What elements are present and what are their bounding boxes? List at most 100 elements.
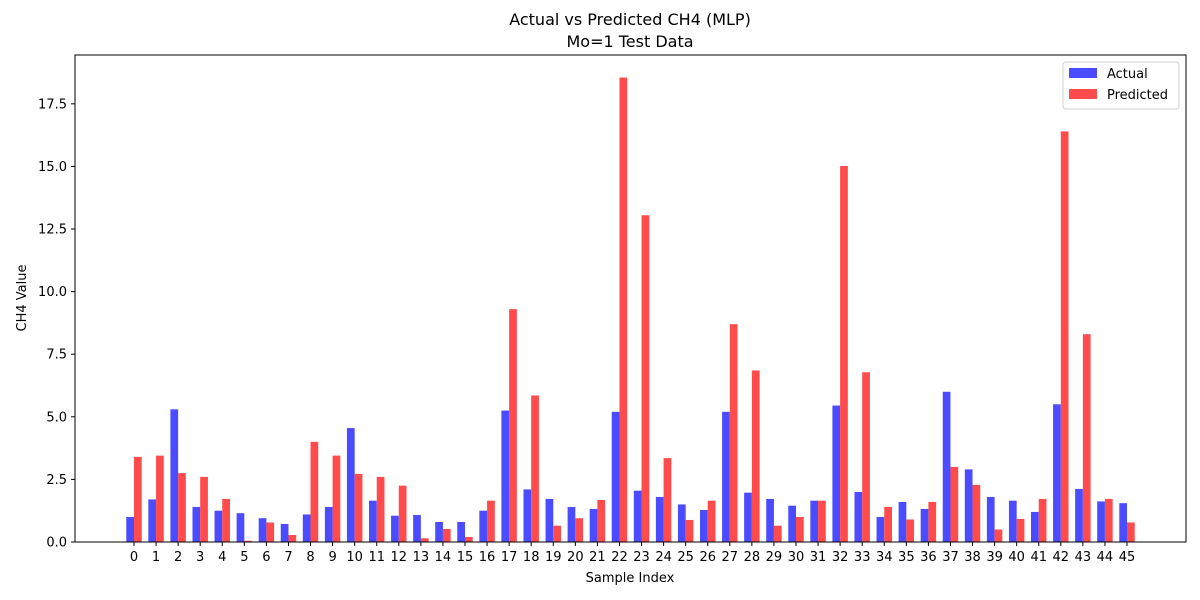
x-tick-label: 43 bbox=[1075, 550, 1092, 565]
x-tick-label: 28 bbox=[744, 550, 761, 565]
bar-actual-27 bbox=[722, 411, 730, 542]
x-tick-label: 36 bbox=[920, 550, 937, 565]
bar-predicted-2 bbox=[178, 473, 186, 542]
y-tick-label: 0.0 bbox=[46, 536, 67, 551]
y-tick-label: 7.5 bbox=[46, 348, 67, 363]
x-tick-label: 4 bbox=[218, 550, 226, 565]
x-tick-label: 38 bbox=[964, 550, 981, 565]
bar-actual-33 bbox=[854, 491, 863, 542]
x-tick-label: 2 bbox=[174, 550, 182, 565]
bar-predicted-29 bbox=[773, 525, 782, 542]
x-tick-label: 26 bbox=[699, 550, 716, 565]
bar-actual-7 bbox=[280, 523, 289, 542]
bar-actual-19 bbox=[545, 498, 554, 542]
bar-predicted-0 bbox=[134, 456, 142, 542]
bar-actual-3 bbox=[192, 506, 201, 542]
x-tick-label: 22 bbox=[611, 550, 628, 565]
bar-actual-36 bbox=[920, 508, 929, 542]
x-axis: 0 1 2 3 4 5 6 7 8 9 10 11 12 13 14 15 16 17 18 19 20 21 22 23 24… bbox=[130, 542, 1135, 565]
chart-title: Actual vs Predicted CH4 (MLP) bbox=[509, 10, 751, 29]
bar-predicted-4 bbox=[222, 498, 230, 542]
bar-actual-1 bbox=[148, 499, 157, 542]
bar-actual-26 bbox=[700, 509, 708, 542]
bar-predicted-40 bbox=[1016, 518, 1025, 542]
x-tick-label: 20 bbox=[567, 550, 584, 565]
bar-actual-12 bbox=[391, 515, 399, 542]
bar-predicted-24 bbox=[663, 458, 672, 542]
bar-predicted-43 bbox=[1082, 334, 1091, 542]
bar-predicted-21 bbox=[597, 499, 606, 542]
x-tick-label: 3 bbox=[196, 550, 204, 565]
bar-actual-43 bbox=[1075, 488, 1083, 542]
x-tick-label: 6 bbox=[262, 550, 270, 565]
bar-predicted-38 bbox=[972, 484, 981, 542]
x-tick-label: 29 bbox=[766, 550, 783, 565]
y-tick-label: 10.0 bbox=[38, 285, 67, 300]
bar-predicted-9 bbox=[332, 455, 341, 542]
x-tick-label: 41 bbox=[1030, 550, 1047, 565]
bar-actual-39 bbox=[986, 496, 995, 542]
bar-predicted-42 bbox=[1060, 131, 1069, 542]
y-tick-label: 5.0 bbox=[46, 410, 67, 425]
x-tick-label: 10 bbox=[346, 550, 363, 565]
bar-actual-34 bbox=[876, 516, 885, 542]
x-tick-label: 14 bbox=[435, 550, 452, 565]
bar-actual-35 bbox=[898, 501, 907, 542]
x-tick-label: 44 bbox=[1097, 550, 1114, 565]
bar-actual-13 bbox=[413, 514, 421, 542]
bar-predicted-33 bbox=[862, 372, 870, 542]
x-tick-label: 30 bbox=[788, 550, 805, 565]
bar-predicted-45 bbox=[1127, 522, 1135, 542]
bar-actual-23 bbox=[633, 490, 642, 542]
bar-predicted-34 bbox=[884, 506, 892, 542]
bar-predicted-32 bbox=[840, 165, 848, 543]
x-tick-label: 12 bbox=[391, 550, 408, 565]
bar-actual-42 bbox=[1053, 404, 1061, 542]
x-tick-label: 25 bbox=[677, 550, 694, 565]
y-tick-label: 17.5 bbox=[38, 97, 67, 112]
x-tick-label: 39 bbox=[986, 550, 1003, 565]
legend-swatch-predicted bbox=[1069, 89, 1097, 99]
bar-actual-14 bbox=[435, 521, 443, 542]
legend: Actual Predicted bbox=[1062, 61, 1180, 110]
bar-actual-31 bbox=[810, 500, 819, 542]
x-tick-label: 33 bbox=[854, 550, 871, 565]
bar-predicted-14 bbox=[442, 528, 451, 542]
y-tick-label: 15.0 bbox=[38, 160, 67, 175]
bar-actual-44 bbox=[1097, 501, 1105, 542]
bar-actual-38 bbox=[964, 469, 973, 542]
x-tick-label: 13 bbox=[413, 550, 430, 565]
x-tick-label: 23 bbox=[633, 550, 650, 565]
bar-predicted-3 bbox=[200, 476, 208, 542]
y-axis: 0.0 2.5 5.0 7.5 10.0 12.5 15.0 17.5 bbox=[38, 97, 75, 551]
bar-predicted-36 bbox=[928, 501, 937, 542]
legend-label-actual: Actual bbox=[1107, 67, 1148, 82]
bar-predicted-20 bbox=[575, 518, 584, 542]
x-tick-label: 1 bbox=[152, 550, 160, 565]
bar-predicted-16 bbox=[487, 500, 495, 542]
chart-subtitle: Mo=1 Test Data bbox=[566, 32, 693, 51]
bar-actual-10 bbox=[346, 428, 355, 542]
bar-predicted-41 bbox=[1038, 498, 1047, 542]
bar-predicted-17 bbox=[509, 309, 517, 542]
bar-actual-24 bbox=[655, 496, 664, 542]
bar-actual-5 bbox=[236, 513, 245, 542]
bar-predicted-28 bbox=[751, 370, 760, 542]
x-tick-label: 17 bbox=[501, 550, 518, 565]
bar-actual-11 bbox=[369, 500, 377, 542]
bar-actual-2 bbox=[170, 409, 179, 542]
bar-predicted-19 bbox=[553, 525, 561, 542]
x-tick-label: 11 bbox=[368, 550, 385, 565]
bar-predicted-7 bbox=[288, 534, 297, 542]
bar-actual-37 bbox=[942, 391, 951, 542]
bar-predicted-8 bbox=[310, 441, 319, 542]
y-tick-label: 2.5 bbox=[46, 473, 67, 488]
bar-predicted-5 bbox=[244, 540, 253, 542]
bar-actual-16 bbox=[479, 510, 488, 542]
bar-actual-8 bbox=[302, 514, 311, 542]
bar-predicted-12 bbox=[398, 485, 407, 542]
x-tick-label: 35 bbox=[898, 550, 915, 565]
x-tick-label: 27 bbox=[722, 550, 739, 565]
bar-actual-30 bbox=[788, 505, 796, 542]
legend-label-predicted: Predicted bbox=[1107, 88, 1168, 103]
